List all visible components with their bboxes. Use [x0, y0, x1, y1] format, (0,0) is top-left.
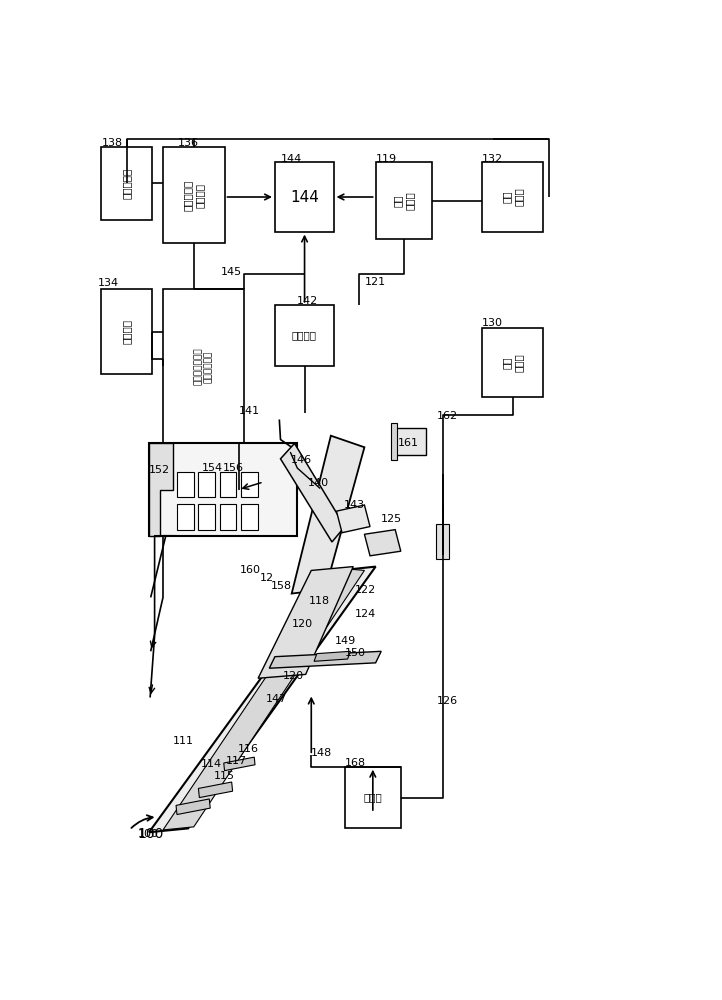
Polygon shape: [269, 651, 381, 668]
Text: 图案生成器: 图案生成器: [121, 168, 131, 199]
Bar: [219, 472, 236, 497]
Text: 145: 145: [221, 267, 242, 277]
Text: 143: 143: [344, 500, 365, 510]
Bar: [240, 472, 258, 497]
Polygon shape: [292, 436, 365, 594]
Text: 扫描电子显微镜
电源和控制件: 扫描电子显微镜 电源和控制件: [194, 348, 213, 385]
Text: 114: 114: [201, 759, 222, 769]
Polygon shape: [149, 443, 173, 536]
Text: 156: 156: [223, 463, 244, 473]
Bar: [345, 767, 401, 828]
Text: 泅送
控制器: 泅送 控制器: [502, 353, 523, 372]
Text: 141: 141: [238, 406, 260, 416]
Text: 146: 146: [290, 455, 312, 465]
Polygon shape: [314, 651, 350, 661]
Text: 140: 140: [308, 478, 329, 488]
Text: 154: 154: [202, 463, 223, 473]
Bar: [482, 328, 544, 397]
Text: 120: 120: [292, 619, 313, 629]
Text: 149: 149: [335, 636, 356, 646]
Bar: [177, 504, 193, 530]
Bar: [199, 504, 215, 530]
Bar: [176, 799, 210, 815]
Text: 132: 132: [482, 153, 503, 163]
Bar: [240, 504, 258, 530]
Text: 视频电路: 视频电路: [292, 331, 317, 341]
Polygon shape: [163, 568, 365, 830]
Text: 120: 120: [283, 671, 305, 681]
Text: 121: 121: [365, 277, 386, 287]
Text: 117: 117: [226, 756, 248, 766]
Polygon shape: [258, 567, 353, 678]
Bar: [149, 443, 297, 536]
Text: 125: 125: [381, 514, 402, 524]
Text: 116: 116: [238, 744, 258, 754]
Text: 130: 130: [482, 318, 503, 328]
Text: 115: 115: [214, 771, 235, 781]
Text: 系统
控制器: 系统 控制器: [393, 191, 414, 210]
Text: 100: 100: [138, 827, 164, 841]
Text: 124: 124: [355, 609, 376, 619]
Text: 真空
控制器: 真空 控制器: [502, 188, 523, 206]
Text: 148: 148: [311, 748, 333, 758]
Text: 离子泵: 离子泵: [363, 793, 382, 803]
Text: 12: 12: [260, 573, 274, 583]
Bar: [391, 423, 397, 460]
Bar: [436, 524, 450, 559]
Bar: [177, 472, 193, 497]
Text: 144: 144: [290, 190, 318, 205]
Polygon shape: [281, 443, 345, 542]
Polygon shape: [149, 567, 375, 832]
Bar: [163, 289, 244, 443]
Text: 111: 111: [173, 736, 194, 746]
Text: 152: 152: [149, 465, 170, 475]
Bar: [219, 504, 236, 530]
Bar: [101, 289, 152, 374]
Bar: [199, 472, 215, 497]
Text: 162: 162: [438, 411, 458, 421]
Bar: [482, 162, 544, 232]
Bar: [199, 782, 232, 798]
Text: 144: 144: [281, 153, 302, 163]
Bar: [395, 428, 426, 455]
Text: 138: 138: [101, 138, 123, 148]
Text: 147: 147: [266, 694, 287, 704]
Polygon shape: [336, 505, 370, 533]
Text: 150: 150: [345, 648, 366, 658]
Text: 158: 158: [271, 581, 292, 591]
Bar: [375, 162, 432, 239]
Text: 161: 161: [398, 438, 419, 448]
Text: 122: 122: [355, 585, 376, 595]
Bar: [275, 305, 334, 366]
Text: 142: 142: [297, 296, 318, 306]
Text: 偏转控制器
和放大器: 偏转控制器 和放大器: [183, 179, 204, 211]
Text: 160: 160: [240, 565, 261, 575]
Text: 134: 134: [97, 278, 118, 288]
Bar: [224, 757, 255, 771]
Text: 高压电源: 高压电源: [121, 319, 131, 344]
Bar: [163, 147, 225, 243]
Text: 136: 136: [178, 138, 199, 148]
Polygon shape: [365, 530, 401, 556]
Text: 118: 118: [308, 596, 330, 606]
Bar: [101, 147, 152, 220]
Bar: [275, 162, 334, 232]
Text: 100: 100: [138, 829, 159, 839]
Text: 126: 126: [438, 696, 458, 706]
Text: 119: 119: [375, 153, 397, 163]
Text: 168: 168: [345, 758, 366, 768]
